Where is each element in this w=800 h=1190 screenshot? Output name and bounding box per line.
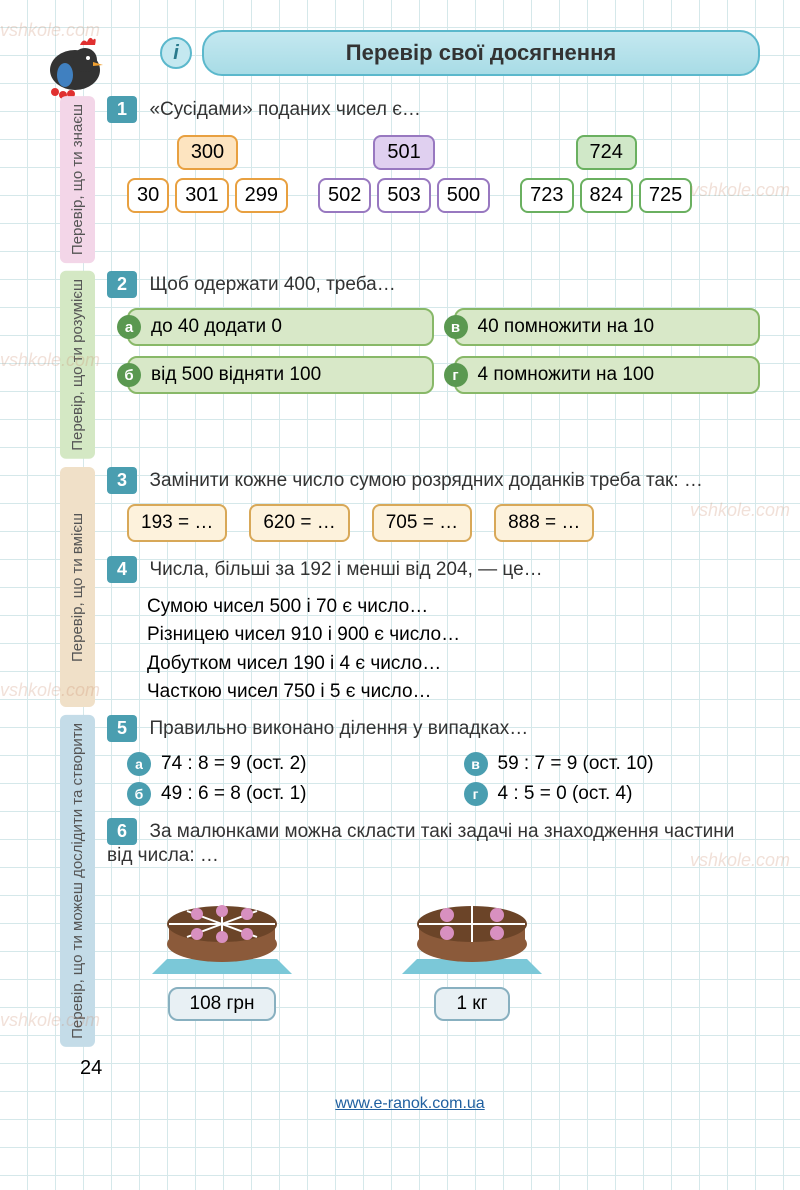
footer-link[interactable]: www.e-ranok.com.ua [60, 1095, 760, 1113]
page-title: Перевір свої досягнення [202, 30, 760, 76]
option-letter: г [444, 363, 468, 387]
number-option: 299 [235, 178, 288, 213]
task-number-1: 1 [107, 96, 137, 123]
task-text: За малюнками можна скласти такі задачі н… [107, 821, 734, 866]
number-option: 30 [127, 178, 169, 213]
option-text: від 500 відняти 100 [151, 364, 321, 386]
equation-box: 193 = … [127, 504, 227, 542]
cake-illustration [397, 879, 547, 979]
option-text: 40 помножити на 10 [478, 316, 655, 338]
equation-box: 620 = … [249, 504, 349, 542]
number-box: 724 [576, 135, 637, 170]
cake-illustration [147, 879, 297, 979]
task-text: Добутком чисел 190 і 4 є число… [147, 650, 760, 679]
number-option: 503 [377, 178, 430, 213]
option-box: а до 40 додати 0 [127, 308, 434, 346]
number-option: 500 [437, 178, 490, 213]
task-text: «Сусідами» поданих чисел є… [149, 99, 420, 120]
task-text: Часткою чисел 750 і 5 є число… [147, 678, 760, 707]
option-text: до 40 додати 0 [151, 316, 282, 338]
division-item: б 49 : 6 = 8 (ост. 1) [127, 782, 424, 806]
number-option: 502 [318, 178, 371, 213]
number-option: 301 [175, 178, 228, 213]
option-box: в 40 помножити на 10 [454, 308, 761, 346]
option-letter: б [127, 782, 151, 806]
task-text: Числа, більші за 192 і менші від 204, — … [149, 559, 542, 580]
option-box: г 4 помножити на 100 [454, 356, 761, 394]
division-text: 59 : 7 = 9 (ост. 10) [498, 753, 654, 775]
option-letter: а [127, 752, 151, 776]
cake-label: 1 кг [434, 987, 509, 1021]
option-letter: б [117, 363, 141, 387]
side-label-can: Перевір, що ти вмієш [60, 467, 95, 707]
task-number-6: 6 [107, 818, 137, 845]
division-text: 74 : 8 = 9 (ост. 2) [161, 753, 306, 775]
task-number-5: 5 [107, 715, 137, 742]
division-text: 49 : 6 = 8 (ост. 1) [161, 783, 306, 805]
number-option: 824 [580, 178, 633, 213]
number-option: 725 [639, 178, 692, 213]
page-number: 24 [80, 1057, 760, 1080]
task-number-2: 2 [107, 271, 137, 298]
division-item: в 59 : 7 = 9 (ост. 10) [464, 752, 761, 776]
equation-box: 705 = … [372, 504, 472, 542]
number-option: 723 [520, 178, 573, 213]
option-letter: в [444, 315, 468, 339]
division-text: 4 : 5 = 0 (ост. 4) [498, 783, 633, 805]
option-text: 4 помножити на 100 [478, 364, 655, 386]
option-box: б від 500 відняти 100 [127, 356, 434, 394]
division-item: г 4 : 5 = 0 (ост. 4) [464, 782, 761, 806]
task-text: Правильно виконано ділення у випадках… [149, 718, 528, 739]
option-letter: а [117, 315, 141, 339]
bird-illustration [35, 30, 115, 100]
info-icon: i [160, 37, 192, 69]
number-box: 300 [177, 135, 238, 170]
task-text: Різницею чисел 910 і 900 є число… [147, 621, 760, 650]
side-label-create: Перевір, що ти можеш дослідити та створи… [60, 715, 95, 1047]
task-text: Сумою чисел 500 і 70 є число… [147, 593, 760, 622]
number-box: 501 [373, 135, 434, 170]
option-letter: в [464, 752, 488, 776]
task-number-3: 3 [107, 467, 137, 494]
division-item: а 74 : 8 = 9 (ост. 2) [127, 752, 424, 776]
option-letter: г [464, 782, 488, 806]
cake-label: 108 грн [168, 987, 277, 1021]
side-label-understand: Перевір, що ти розумієш [60, 271, 95, 459]
task-text: Замінити кожне число сумою розрядних дод… [149, 470, 702, 491]
side-label-know: Перевір, що ти знаєш [60, 96, 95, 263]
task-text: Щоб одержати 400, треба… [149, 274, 395, 295]
task-number-4: 4 [107, 556, 137, 583]
equation-box: 888 = … [494, 504, 594, 542]
